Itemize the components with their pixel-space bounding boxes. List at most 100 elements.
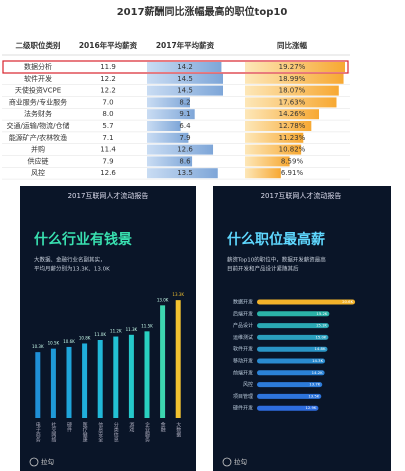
salary-bar (147, 62, 222, 72)
bar (175, 300, 181, 418)
cell: 风控 (31, 168, 45, 177)
bar (35, 352, 41, 418)
cell: 12.2 (100, 75, 116, 83)
bar (128, 334, 134, 418)
value-label: 15.1K (316, 323, 327, 328)
cell: 法务财务 (24, 109, 52, 118)
column-header: 2016年平均薪资 (79, 40, 138, 50)
x-tick-label: 大数据 (175, 421, 181, 438)
y-tick-label: 产品设计 (233, 322, 253, 329)
chart-title: 什么行业有钱景 (34, 231, 132, 248)
subtitle: 目前开发和产品设计紧随其后 (227, 265, 299, 273)
value-label: 10.6K (63, 339, 75, 344)
value-label: 11.5K (141, 323, 153, 328)
growth-bar (245, 109, 320, 120)
cell: 18.99% (279, 75, 306, 83)
value-label: 15.0K (315, 334, 326, 339)
cell: 8.2 (179, 98, 190, 106)
phone-left (20, 186, 196, 471)
value-label: 20.6K (342, 299, 353, 304)
value-label: 13.7K (309, 382, 320, 387)
value-label: 15.2K (316, 311, 327, 316)
value-label: 14.3K (312, 358, 323, 363)
value-label: 13.3K (172, 292, 184, 297)
table-title: 2017薪酬同比涨幅最高的职位top10 (117, 5, 288, 18)
y-tick-label: 后端开发 (233, 310, 253, 317)
cell: 11.4 (100, 146, 116, 154)
salary-bar (147, 121, 181, 131)
y-tick-label: 前端开发 (233, 369, 253, 376)
bar (66, 346, 72, 418)
salary-bar (147, 168, 218, 179)
bar (50, 348, 56, 418)
bar (257, 382, 323, 388)
salary-bar (147, 109, 195, 120)
cell: 7.1 (102, 134, 113, 142)
charts: 2017互联网人才流动报告什么行业有钱景大数据、金融行业名副其实，平均月薪分别为… (29, 191, 356, 467)
cell: 11.9 (100, 63, 116, 71)
growth-bar (245, 121, 312, 131)
footer: 拉勾 (234, 457, 247, 466)
cell: 9.1 (179, 110, 190, 118)
bar (82, 343, 88, 418)
value-label: 11.0K (94, 332, 106, 337)
growth-bar (245, 144, 302, 155)
bar (257, 358, 326, 364)
column-header: 同比涨幅 (277, 40, 307, 50)
value-label: 11.3K (126, 327, 138, 332)
bar (257, 370, 325, 376)
salary-bar (147, 85, 223, 96)
bar (257, 405, 319, 411)
bar (257, 299, 356, 305)
phone-right (213, 186, 391, 471)
x-tick-label: 金融 (160, 421, 166, 433)
x-tick-label: 硬件 (66, 422, 72, 433)
bar (144, 331, 150, 418)
cell: 商业服务/专业服务 (9, 97, 67, 106)
cell: 数据分析 (24, 62, 52, 71)
bar (257, 346, 328, 352)
cell: 8.59% (281, 157, 304, 165)
x-tick-label: 医疗健康 (82, 422, 88, 442)
salary-bar (147, 144, 214, 155)
cell: 12.6 (177, 146, 193, 154)
y-tick-label: 数据开发 (233, 299, 253, 306)
cell: 6.91% (281, 169, 304, 177)
value-label: 10.8K (79, 335, 91, 340)
salary-bar (147, 156, 193, 167)
cell: 13.5 (177, 169, 193, 177)
cell: 18.07% (279, 87, 306, 95)
bar (97, 340, 103, 418)
value-label: 14.8K (315, 346, 326, 351)
salary-bar (147, 73, 223, 84)
footer: 拉勾 (41, 457, 54, 466)
y-tick-label: 软件开发 (233, 346, 253, 353)
cell: 并购 (31, 145, 45, 154)
logo-icon (29, 457, 39, 467)
growth-bar (245, 156, 290, 167)
value-label: 14.2K (312, 370, 323, 375)
cell: 7.9 (179, 134, 190, 142)
cell: 10.82% (279, 146, 306, 154)
cell: 11.23% (279, 134, 306, 142)
x-tick-label: 游戏 (128, 421, 134, 433)
y-tick-label: 风控 (243, 381, 253, 388)
cell: 8.6 (179, 157, 191, 165)
bar (257, 323, 329, 329)
cell: 8.0 (102, 110, 113, 118)
salary-bar (147, 132, 189, 143)
x-tick-label: 电子商务 (35, 421, 41, 443)
cell: 供应链 (28, 156, 49, 165)
chart-title: 什么职位最高薪 (227, 231, 325, 248)
value-label: 13.0K (157, 297, 169, 302)
cell: 14.2 (177, 63, 193, 71)
growth-bar (245, 73, 344, 84)
growth-bar (245, 168, 281, 179)
cell: 12.78% (279, 122, 306, 130)
subtitle: 平均月薪分别为13.3K、13.0K (34, 265, 110, 273)
phone-header: 2017互联网人才流动报告 (261, 191, 342, 200)
cell: 12.6 (100, 169, 116, 177)
y-tick-label: 硬件开发 (233, 405, 253, 412)
cell: 19.27% (279, 63, 306, 71)
